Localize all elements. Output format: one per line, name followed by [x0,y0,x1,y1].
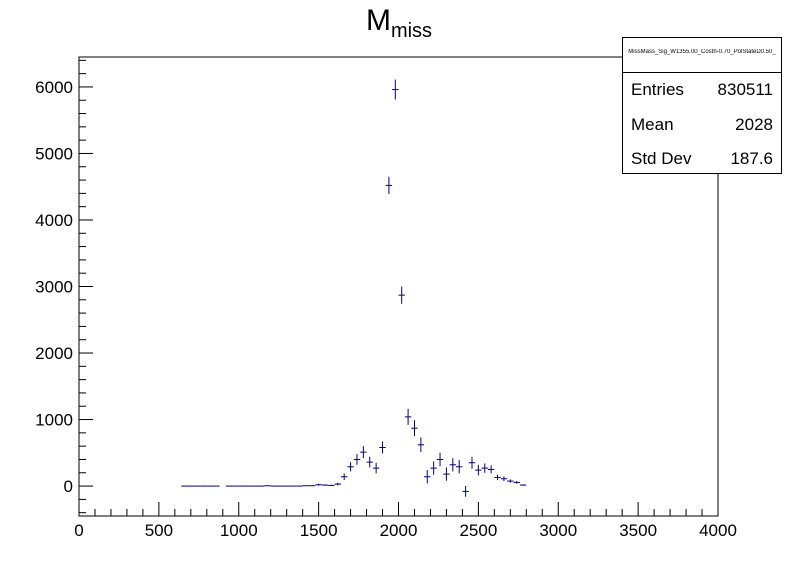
data-point [340,473,348,481]
data-point [519,484,527,486]
data-point [507,479,514,483]
data-point [321,484,329,486]
data-point [264,485,271,487]
stats-entries-label: Entries [631,80,684,99]
data-point [449,458,457,472]
x-tick-label: 1000 [220,521,258,540]
y-tick-label: 5000 [35,144,73,163]
stats-mean-label: Mean [631,115,674,134]
data-point [411,420,418,437]
data-point [366,456,373,468]
data-point [398,286,405,304]
chart-title: Mmiss [0,4,798,42]
data-point [500,476,508,482]
y-tick-label: 4000 [35,211,73,230]
y-tick-label: 1000 [35,411,73,430]
data-point [475,464,482,476]
x-tick-label: 0 [74,521,83,540]
x-tick-label: 3000 [539,521,577,540]
y-tick-label: 3000 [35,278,73,297]
data-points [181,79,527,497]
data-point [494,474,501,481]
y-tick-label: 0 [64,477,73,496]
stats-divider [623,72,781,73]
data-point [379,441,386,454]
data-point [385,176,393,195]
data-point [487,465,495,474]
chart-title-subscript: miss [390,20,433,42]
data-point [424,470,431,484]
stats-entries-value: 830511 [717,80,773,99]
stats-mean-value: 2028 [735,115,773,134]
data-point [302,485,310,487]
data-point [513,481,520,484]
data-point [417,437,425,453]
x-tick-label: 2500 [459,521,497,540]
data-point [436,452,444,467]
data-point [353,454,361,465]
x-tick-label: 2000 [380,521,418,540]
x-tick-label: 1500 [300,521,338,540]
y-axis: 0 1000 2000 3000 4000 5000 6000 [35,59,93,514]
data-point [481,463,488,473]
y-tick-label: 6000 [35,78,73,97]
data-point [430,461,437,475]
stats-box: MissMass_Sig_W1355.00_Costh-0.70_PolStat… [622,37,782,174]
stats-std-value: 187.6 [730,149,773,168]
data-point [392,79,399,100]
chart-title-main: M [365,4,391,37]
data-point [468,456,476,469]
x-tick-label: 500 [145,521,173,540]
y-tick-label: 2000 [35,344,73,363]
data-point [309,485,316,487]
data-point [372,462,380,474]
data-point [456,460,463,474]
data-point [315,483,322,486]
data-point [462,486,469,497]
data-point [443,467,450,481]
stats-histogram-name: MissMass_Sig_W1355.00_Costh-0.70_PolStat… [628,49,776,55]
stats-std-label: Std Dev [631,149,692,168]
data-point [360,446,367,459]
data-point [347,462,354,472]
x-axis: 0 500 1000 1500 2000 2500 3000 3500 4000 [74,502,737,540]
x-tick-label: 3500 [619,521,657,540]
x-tick-label: 4000 [699,521,737,540]
data-point [404,408,412,425]
data-point [328,484,335,487]
data-point [334,482,341,486]
